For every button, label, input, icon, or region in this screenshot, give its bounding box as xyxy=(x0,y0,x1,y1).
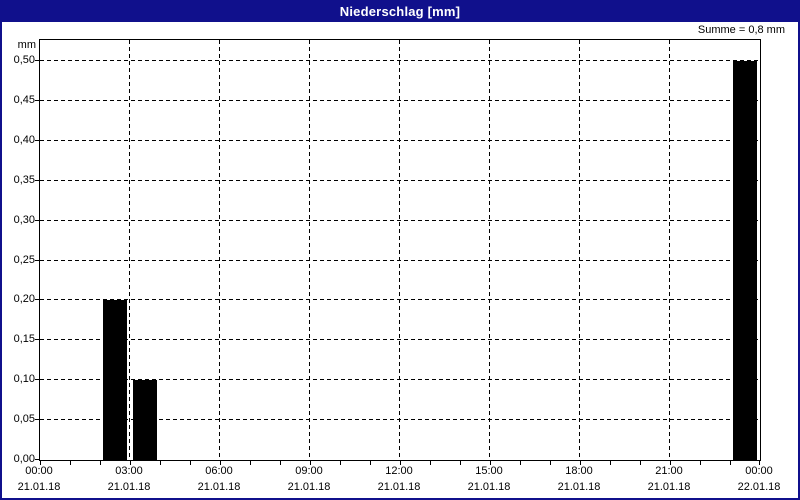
v-gridline xyxy=(669,40,670,460)
x-axis-time-label: 00:00 xyxy=(745,465,773,477)
y-axis-tick-label: 0,05 xyxy=(13,413,35,425)
h-gridline xyxy=(40,140,760,141)
x-axis-tick xyxy=(220,460,221,465)
h-gridline xyxy=(40,220,760,221)
y-axis-tick-label: 0,35 xyxy=(13,174,35,186)
v-gridline xyxy=(129,40,130,460)
x-axis-tick xyxy=(370,460,371,465)
x-axis-date-label: 22.01.18 xyxy=(737,481,781,493)
y-axis-tick-label: 0,00 xyxy=(13,453,35,465)
y-axis-tick xyxy=(35,260,40,261)
x-axis-tick xyxy=(400,460,401,465)
x-axis-tick xyxy=(520,460,521,465)
h-gridline xyxy=(40,299,760,300)
x-axis-tick xyxy=(759,460,760,465)
y-axis-tick-label: 0,15 xyxy=(13,333,35,345)
y-axis-unit-label: mm xyxy=(17,39,36,51)
v-gridline xyxy=(489,40,490,460)
v-gridline xyxy=(309,40,310,460)
x-axis-date-label: 21.01.18 xyxy=(197,481,241,493)
precipitation-bar xyxy=(733,61,757,460)
x-axis-time-label: 15:00 xyxy=(475,465,503,477)
y-axis-tick xyxy=(35,180,40,181)
h-gridline xyxy=(40,339,760,340)
x-axis-time-label: 03:00 xyxy=(115,465,143,477)
v-gridline xyxy=(579,40,580,460)
x-axis-tick xyxy=(70,460,71,465)
x-axis-tick xyxy=(730,460,731,465)
x-axis-tick xyxy=(580,460,581,465)
x-axis-tick xyxy=(550,460,551,465)
y-axis-tick-label: 0,10 xyxy=(13,373,35,385)
y-axis-tick xyxy=(35,220,40,221)
x-axis-date-label: 21.01.18 xyxy=(107,481,151,493)
x-axis-date-label: 21.01.18 xyxy=(17,481,61,493)
x-axis-time-label: 06:00 xyxy=(205,465,233,477)
precipitation-bar xyxy=(133,380,157,460)
x-axis-tick xyxy=(670,460,671,465)
y-axis-tick xyxy=(35,459,40,460)
y-axis-tick xyxy=(35,379,40,380)
h-gridline xyxy=(40,419,760,420)
chart-title: Niederschlag [mm] xyxy=(339,3,461,19)
h-gridline xyxy=(40,260,760,261)
h-gridline xyxy=(40,379,760,380)
precipitation-bar xyxy=(103,300,127,460)
y-axis-tick-label: 0,45 xyxy=(13,94,35,106)
x-axis-tick xyxy=(250,460,251,465)
x-axis-tick xyxy=(310,460,311,465)
x-axis-date-label: 21.01.18 xyxy=(557,481,601,493)
sum-annotation: Summe = 0,8 mm xyxy=(697,24,785,36)
x-axis-tick xyxy=(490,460,491,465)
x-axis-tick xyxy=(280,460,281,465)
x-axis-date-label: 21.01.18 xyxy=(287,481,331,493)
y-axis-tick xyxy=(35,299,40,300)
x-axis-tick xyxy=(190,460,191,465)
x-axis-tick xyxy=(430,460,431,465)
y-axis-tick xyxy=(35,60,40,61)
plot-area: 0,00 0,05 0,10 0,15 0,20 0,25 0,30 0,35 0,40 0,45… xyxy=(14,39,780,493)
x-axis-tick xyxy=(610,460,611,465)
x-axis-tick xyxy=(460,460,461,465)
x-axis-time-label: 18:00 xyxy=(565,465,593,477)
x-axis-time-label: 09:00 xyxy=(295,465,323,477)
y-axis-tick-label: 0,40 xyxy=(13,134,35,146)
chart-title-bar: Niederschlag [mm] xyxy=(0,0,800,22)
y-axis-tick xyxy=(35,419,40,420)
x-axis-time-label: 21:00 xyxy=(655,465,683,477)
x-axis-time-label: 00:00 xyxy=(25,465,53,477)
x-axis-tick xyxy=(700,460,701,465)
x-axis-tick xyxy=(40,460,41,465)
y-axis-tick-label: 0,30 xyxy=(13,214,35,226)
x-axis-tick xyxy=(340,460,341,465)
y-axis-tick xyxy=(35,339,40,340)
h-gridline xyxy=(40,60,760,61)
x-axis-tick xyxy=(100,460,101,465)
y-axis-tick-label: 0,20 xyxy=(13,293,35,305)
v-gridline xyxy=(219,40,220,460)
x-axis-date-label: 21.01.18 xyxy=(467,481,511,493)
h-gridline xyxy=(40,180,760,181)
y-axis-tick-label: 0,25 xyxy=(13,254,35,266)
y-axis-tick-label: 0,50 xyxy=(13,54,35,66)
x-axis-date-label: 21.01.18 xyxy=(647,481,691,493)
y-axis-tick xyxy=(35,100,40,101)
x-axis-tick xyxy=(130,460,131,465)
x-axis-tick xyxy=(160,460,161,465)
h-gridline xyxy=(40,100,760,101)
x-axis-tick xyxy=(640,460,641,465)
v-gridline xyxy=(399,40,400,460)
y-axis-tick xyxy=(35,140,40,141)
x-axis-time-label: 12:00 xyxy=(385,465,413,477)
x-axis-date-label: 21.01.18 xyxy=(377,481,421,493)
